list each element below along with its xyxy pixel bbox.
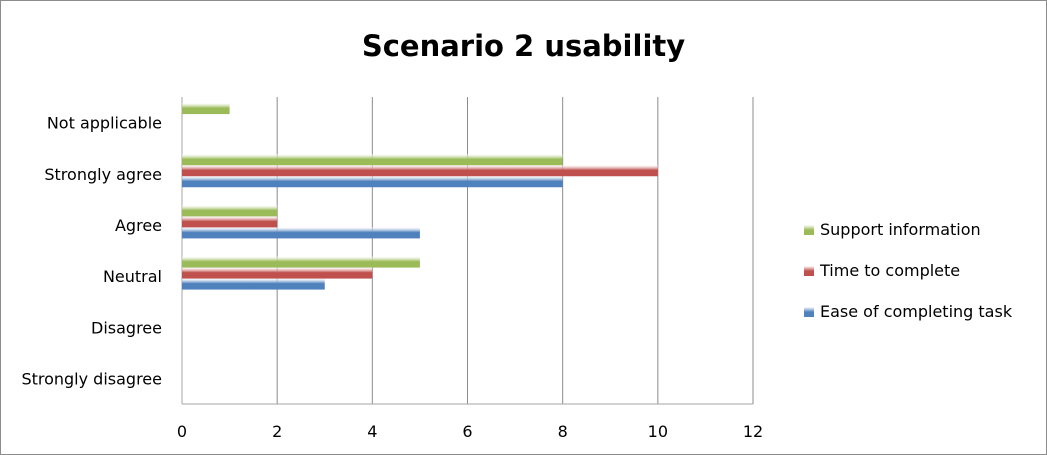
bar (182, 267, 373, 279)
chart-legend: Support information Time to complete Ease … (804, 209, 1012, 332)
category-label: Disagree (91, 318, 162, 337)
x-tick-label: 2 (272, 422, 282, 441)
bar (182, 278, 325, 290)
bar (182, 176, 563, 188)
bar (182, 165, 658, 177)
x-tick-label: 10 (648, 422, 668, 441)
bar (182, 227, 420, 239)
legend-item: Ease of completing task (804, 291, 1012, 332)
bar (182, 205, 278, 217)
bar (182, 103, 230, 115)
bar (182, 256, 420, 268)
legend-item: Time to complete (804, 250, 1012, 291)
legend-swatch (804, 265, 814, 276)
bar (182, 154, 563, 166)
bar (182, 216, 278, 228)
category-label: Not applicable (47, 114, 162, 133)
category-label: Strongly disagree (21, 369, 162, 388)
x-tick-label: 4 (367, 422, 377, 441)
legend-label: Time to complete (820, 261, 961, 280)
category-label: Neutral (103, 267, 162, 286)
category-label: Agree (115, 216, 162, 235)
legend-label: Support information (820, 220, 981, 239)
legend-label: Ease of completing task (820, 302, 1013, 321)
x-tick-label: 6 (462, 422, 472, 441)
legend-swatch (804, 224, 814, 235)
chart-title: Scenario 2 usability (361, 29, 686, 63)
category-label: Strongly agree (44, 165, 162, 184)
legend-item: Support information (804, 209, 1012, 250)
x-tick-label: 12 (743, 422, 763, 441)
legend-swatch (804, 306, 814, 317)
x-tick-label: 0 (177, 422, 187, 441)
x-tick-label: 8 (558, 422, 568, 441)
